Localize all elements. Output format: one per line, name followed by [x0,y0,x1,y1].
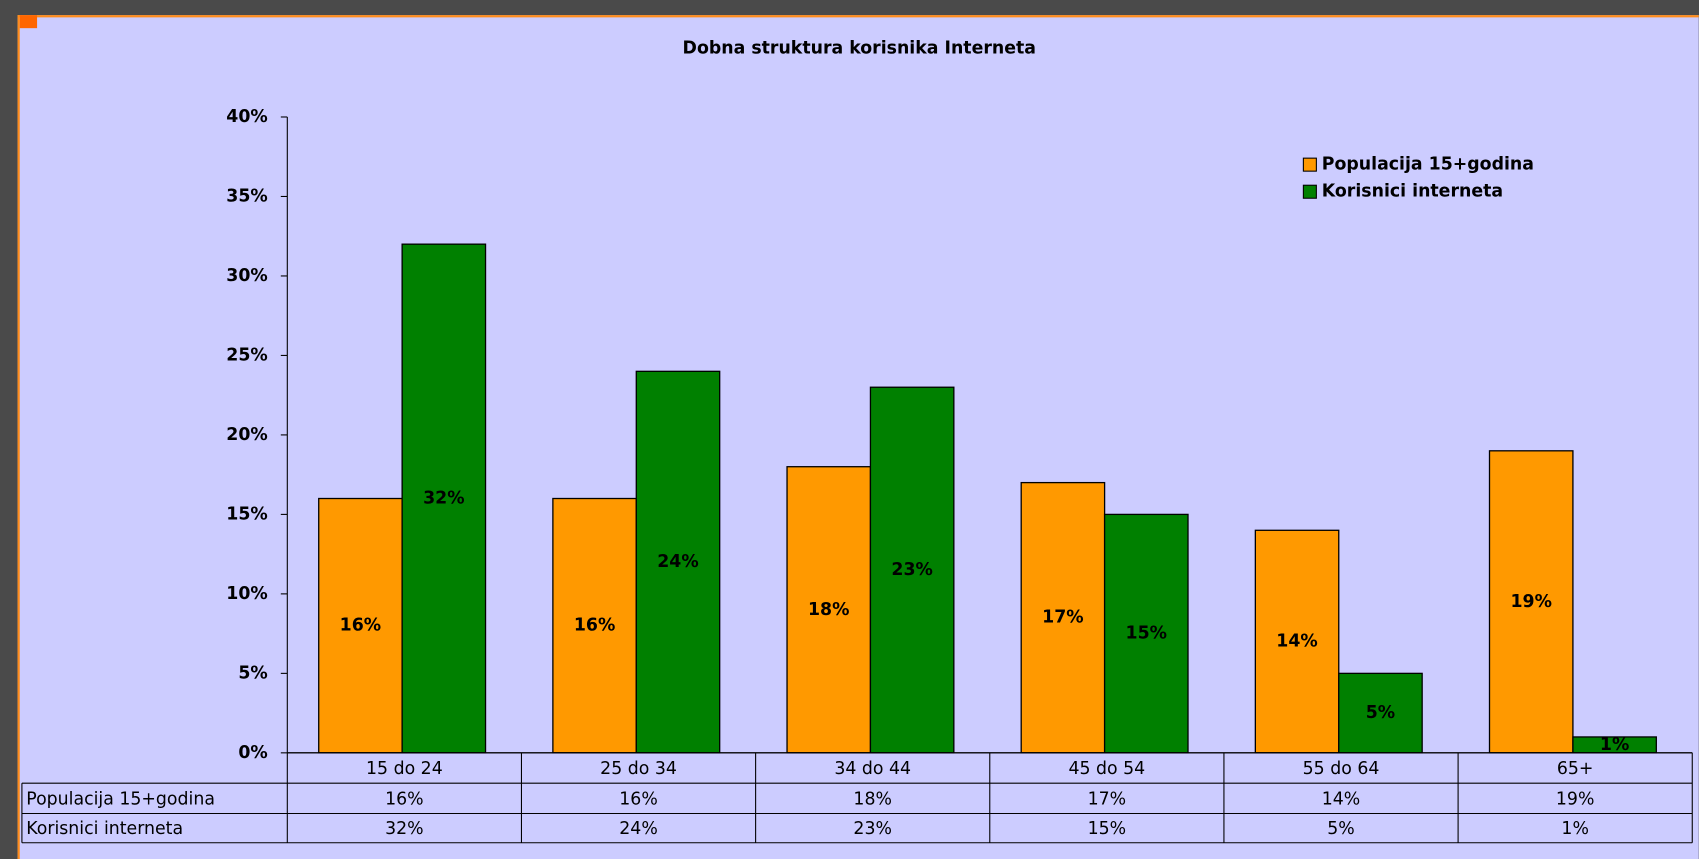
table-series-name: Korisnici interneta [26,819,183,839]
table-cell: 16% [385,789,424,809]
y-tick-label: 30% [226,266,267,286]
y-tick-label: 25% [226,345,267,365]
bar [635,370,721,754]
bar [1020,481,1106,754]
y-tick-label: 20% [226,425,267,445]
legend-label: Populacija 15+godina [1322,155,1534,175]
corner-handle [19,15,38,29]
table-cell: 5% [1327,819,1355,839]
bar [401,243,487,754]
value-label: 17% [1042,608,1083,628]
table-cell: 16% [619,789,658,809]
value-label: 14% [1276,632,1317,652]
y-tick-label: 15% [226,504,267,524]
table-cell: 14% [1322,789,1361,809]
table-cell: 24% [619,819,658,839]
value-label: 1% [1600,735,1629,755]
y-tick-label: 10% [226,584,267,604]
y-tick-label: 0% [238,743,267,763]
table-series-name: Populacija 15+godina [26,789,215,809]
y-tick-label: 35% [226,186,267,206]
table-cell: 32% [385,819,424,839]
table-cell: 19% [1556,789,1595,809]
table-cell: 23% [853,819,892,839]
y-tick-label: 5% [238,663,267,683]
x-tick-label: 25 do 34 [600,759,677,779]
value-label: 15% [1126,624,1167,644]
legend-swatch [1302,184,1317,199]
value-label: 23% [891,560,932,580]
table-cell: 17% [1088,789,1127,809]
bar [1338,672,1423,754]
x-tick-label: 55 do 64 [1303,759,1380,779]
x-tick-label: 15 do 24 [366,759,443,779]
legend-swatch [1302,157,1317,172]
table-cell: 15% [1088,819,1127,839]
x-tick-label: 34 do 44 [834,759,911,779]
value-label: 18% [808,600,849,620]
value-label: 19% [1510,592,1551,612]
bar [786,466,872,754]
x-tick-label: 65+ [1557,759,1594,779]
table-cell: 18% [853,789,892,809]
bar [318,497,403,754]
y-tick-label: 40% [226,107,267,127]
chart-title: Dobna struktura korisnika Interneta [683,39,1036,59]
x-tick-label: 45 do 54 [1068,759,1145,779]
bar [1103,513,1189,754]
value-label: 16% [340,616,381,636]
table-cell: 1% [1561,819,1589,839]
bar [1488,450,1574,754]
value-label: 24% [657,552,698,572]
value-label: 5% [1366,703,1395,723]
value-label: 32% [423,489,464,509]
bar [869,386,955,754]
legend-label: Korisnici interneta [1322,182,1503,202]
value-label: 16% [574,616,615,636]
